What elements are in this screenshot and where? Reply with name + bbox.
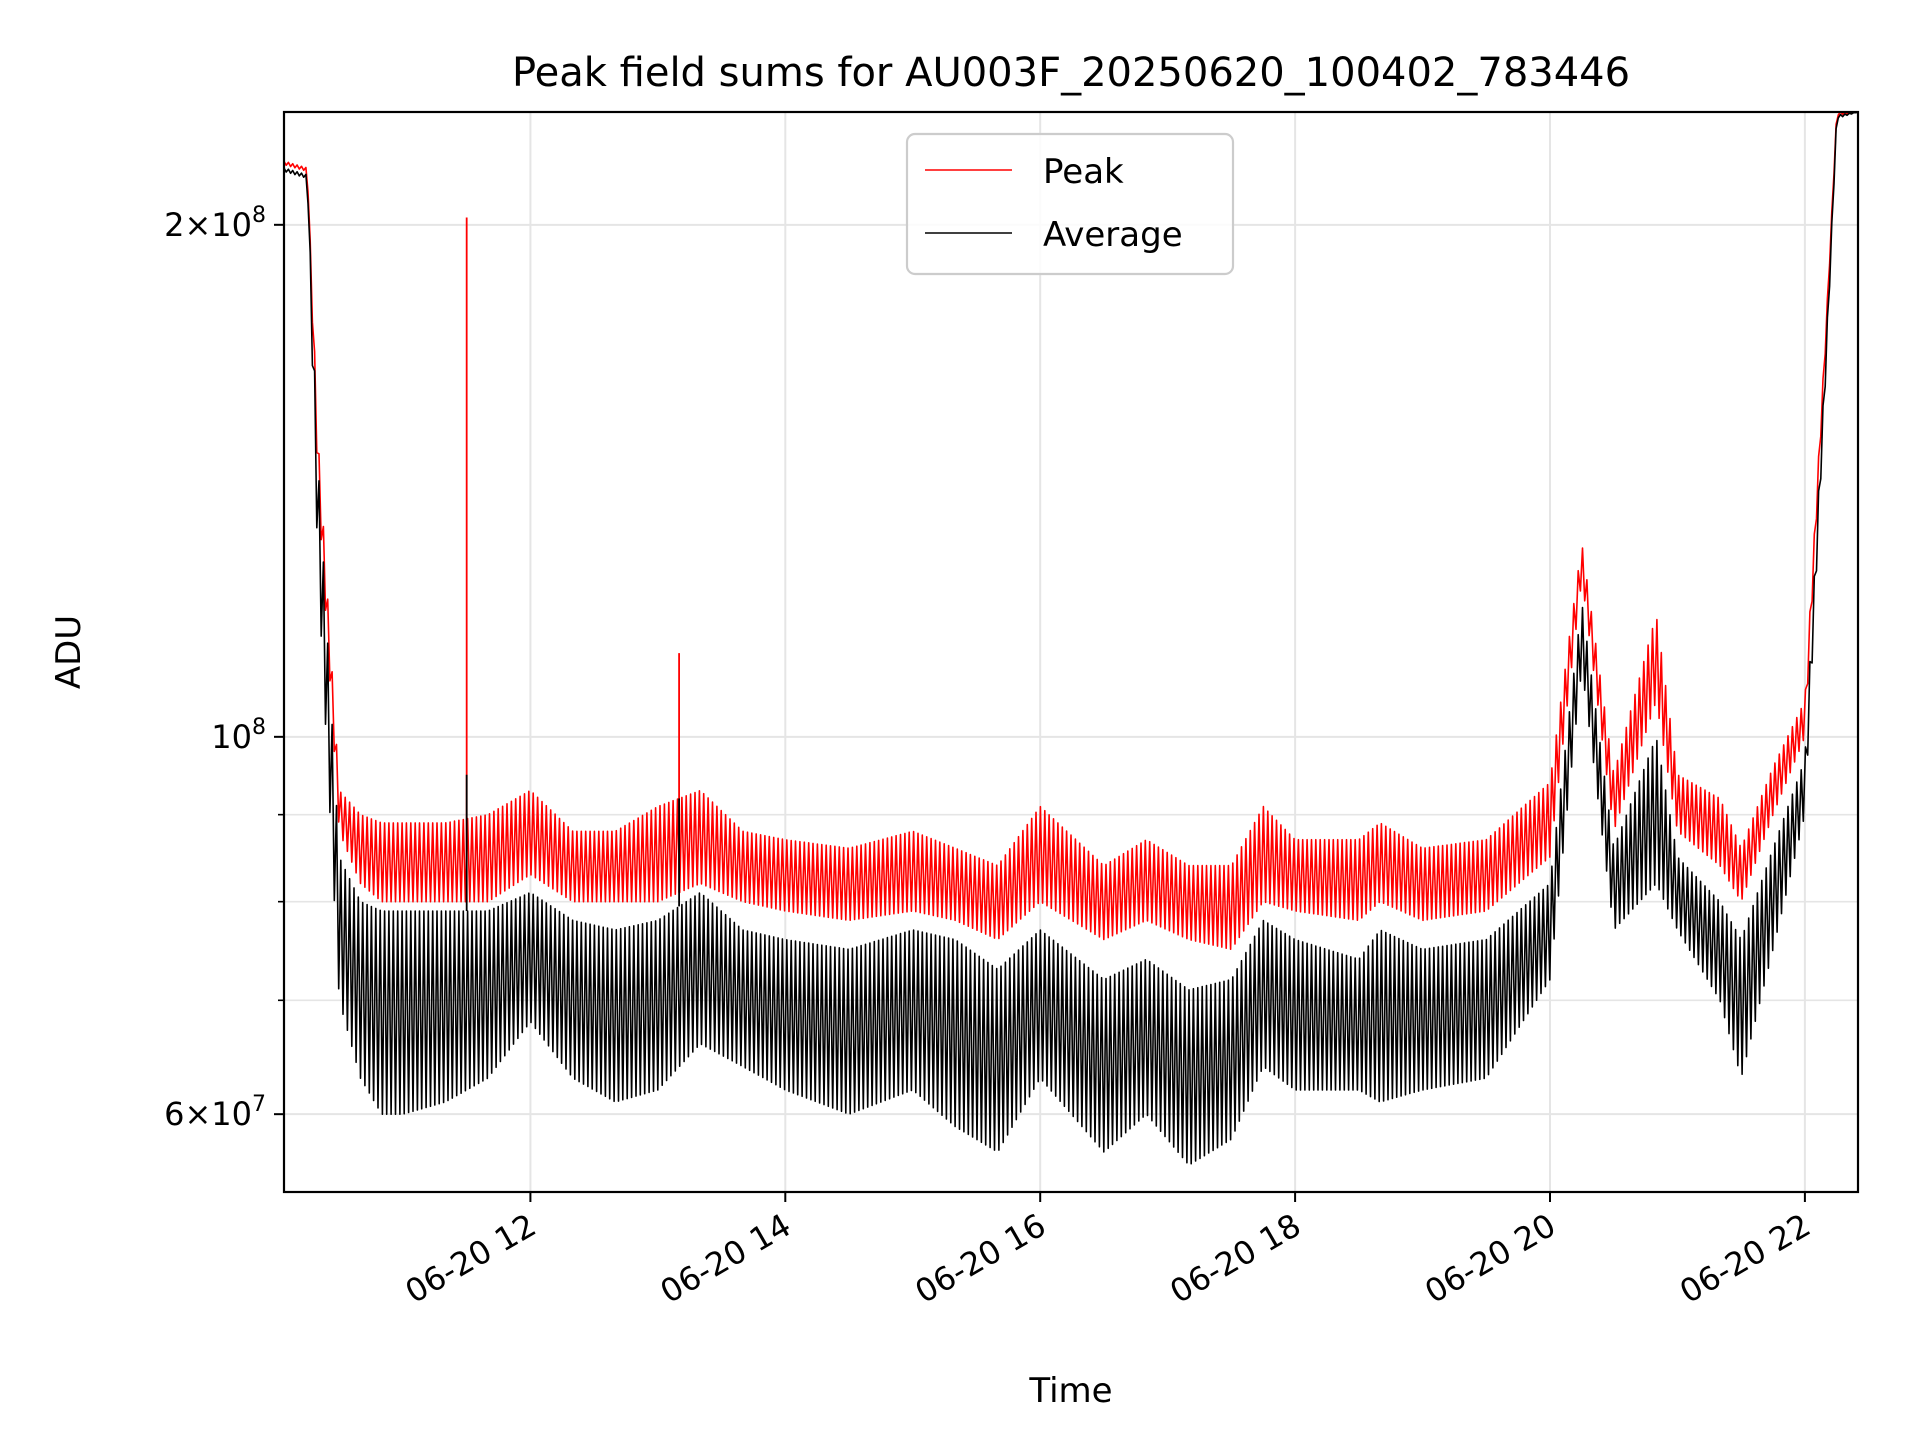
y-axis-label: ADU bbox=[49, 615, 89, 689]
plot-data bbox=[283, 111, 1859, 1165]
y-tick-label: 6×107 bbox=[164, 1092, 266, 1133]
average-series-line bbox=[283, 111, 1859, 1165]
legend-peak-label: Peak bbox=[1043, 152, 1124, 192]
peak-series-line bbox=[283, 111, 1859, 951]
x-axis-label: Time bbox=[1028, 1371, 1112, 1411]
y-tick-label: 2×108 bbox=[164, 203, 266, 244]
legend-average-label: Average bbox=[1043, 215, 1183, 255]
legend-box bbox=[905, 132, 1235, 276]
y-tick-label: 108 bbox=[211, 715, 266, 756]
chart-title: Peak field sums for AU003F_20250620_1004… bbox=[512, 50, 1630, 96]
axes-frame bbox=[282, 110, 1860, 1194]
legend: Peak Average bbox=[905, 132, 1235, 276]
